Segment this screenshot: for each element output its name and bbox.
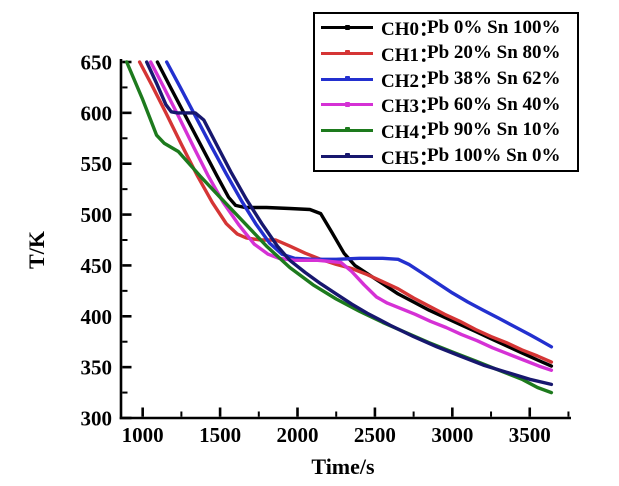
legend-line-sample-CH4 bbox=[321, 127, 373, 133]
y-tick-label: 500 bbox=[81, 203, 113, 227]
y-tick-label: 400 bbox=[81, 305, 113, 329]
legend-composition-label: Pb 100% Sn 0% bbox=[427, 145, 561, 167]
y-tick-label: 350 bbox=[81, 356, 113, 380]
y-tick-label: 550 bbox=[81, 152, 113, 176]
x-axis-title: Time/s bbox=[311, 454, 375, 479]
legend-marker-CH3 bbox=[345, 101, 350, 107]
x-tick-label: 2500 bbox=[354, 423, 396, 447]
legend-marker-CH2 bbox=[345, 76, 350, 82]
curve-CH3 bbox=[149, 60, 554, 372]
legend-line-sample-CH0 bbox=[321, 24, 373, 30]
x-tick-label: 3500 bbox=[509, 423, 551, 447]
x-tick-label: 1500 bbox=[199, 423, 241, 447]
legend-box: CH0： Pb 0% Sn 100% CH1： Pb 20% Sn 80% CH2： Pb… bbox=[313, 12, 579, 172]
curve-CH1 bbox=[137, 60, 554, 364]
y-axis-title: T/K bbox=[23, 231, 49, 269]
legend-composition-label: Pb 60% Sn 40% bbox=[427, 93, 561, 115]
legend-composition-label: Pb 90% Sn 10% bbox=[427, 119, 561, 141]
legend-row-CH5: CH5： Pb 100% Sn 0% bbox=[315, 144, 577, 169]
legend-marker-CH4 bbox=[345, 127, 350, 133]
legend-composition-label: Pb 38% Sn 62% bbox=[427, 68, 561, 90]
y-tick-label: 600 bbox=[81, 101, 113, 125]
legend-channel-label: CH3： bbox=[381, 96, 439, 118]
legend-composition-label: Pb 20% Sn 80% bbox=[427, 42, 561, 64]
y-tick-label: 650 bbox=[81, 51, 113, 75]
legend-channel-label: CH2： bbox=[381, 70, 439, 92]
legend-channel-label: CH0： bbox=[381, 19, 439, 41]
curve-CH2 bbox=[165, 60, 554, 349]
legend-line-sample-CH2 bbox=[321, 76, 373, 82]
legend-line-sample-CH3 bbox=[321, 101, 373, 107]
curve-CH5 bbox=[145, 60, 554, 387]
legend-row-CH0: CH0： Pb 0% Sn 100% bbox=[315, 15, 577, 40]
legend-marker-CH5 bbox=[345, 153, 350, 159]
legend-marker-CH0 bbox=[345, 24, 350, 30]
legend-channel-label: CH5： bbox=[381, 147, 439, 169]
legend-marker-CH1 bbox=[345, 50, 350, 56]
legend-row-CH1: CH1： Pb 20% Sn 80% bbox=[315, 41, 577, 66]
x-tick-label: 1000 bbox=[122, 423, 164, 447]
legend-composition-label: Pb 0% Sn 100% bbox=[427, 16, 561, 38]
legend-row-CH3: CH3： Pb 60% Sn 40% bbox=[315, 92, 577, 117]
legend-channel-label: CH4： bbox=[381, 121, 439, 143]
y-tick-label: 300 bbox=[81, 407, 113, 431]
x-tick-label: 2000 bbox=[277, 423, 319, 447]
legend-line-sample-CH1 bbox=[321, 50, 373, 56]
legend-line-sample-CH5 bbox=[321, 153, 373, 159]
y-tick-label: 450 bbox=[81, 254, 113, 278]
legend-row-CH2: CH2： Pb 38% Sn 62% bbox=[315, 67, 577, 92]
x-tick-label: 3000 bbox=[431, 423, 473, 447]
legend-channel-label: CH1： bbox=[381, 44, 439, 66]
legend-row-CH4: CH4： Pb 90% Sn 10% bbox=[315, 118, 577, 143]
